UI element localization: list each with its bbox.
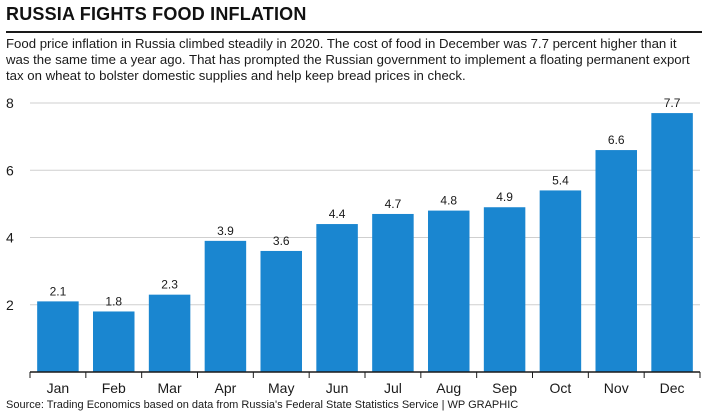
x-tick-label: Oct (550, 380, 572, 396)
y-tick-label: 6 (6, 162, 14, 178)
data-label: 4.8 (440, 194, 457, 208)
x-tick-label: Dec (660, 380, 685, 396)
x-tick-label: May (268, 380, 294, 396)
bar (372, 213, 414, 372)
x-tick-label: Mar (158, 380, 182, 396)
data-label: 1.8 (105, 294, 122, 308)
data-label: 4.7 (385, 197, 402, 211)
x-tick-label: Aug (436, 380, 461, 396)
x-tick-label: Jun (326, 380, 349, 396)
bar (428, 210, 470, 372)
title-rule (6, 31, 702, 33)
chart-title: RUSSIA FIGHTS FOOD INFLATION (6, 4, 307, 24)
source-note: Source: Trading Economics based on data … (6, 399, 519, 411)
x-tick-label: Apr (215, 380, 237, 396)
bar (651, 113, 693, 373)
data-label: 2.1 (50, 284, 67, 298)
x-tick-label: Sep (492, 380, 517, 396)
bar (37, 301, 79, 372)
bar (595, 150, 637, 372)
y-tick-label: 8 (6, 95, 14, 111)
data-label: 4.9 (496, 190, 513, 204)
y-tick-label: 4 (6, 230, 14, 246)
x-tick-label: Feb (102, 380, 126, 396)
data-label: 5.4 (552, 173, 569, 187)
bar (316, 224, 358, 372)
bar (539, 190, 582, 372)
x-tick-label: Jul (384, 380, 402, 396)
data-label: 3.9 (217, 224, 234, 238)
data-label: 2.3 (161, 278, 178, 292)
bar (148, 294, 191, 372)
x-tick-label: Nov (604, 380, 629, 396)
data-label: 4.4 (329, 207, 346, 221)
data-label: 6.6 (608, 133, 625, 147)
chart-subtitle: Food price inflation in Russia climbed s… (6, 36, 690, 83)
data-label: 7.7 (664, 96, 681, 110)
bar (483, 207, 526, 372)
x-tick-label: Jan (47, 380, 70, 396)
y-tick-label: 2 (6, 297, 14, 313)
bar (93, 311, 135, 372)
bar-chart: 2 4 6 8 2.1 Jan 1.8 Feb 2.3 Mar 3.9 Apr 3.6 May 4.4 Jun… (6, 95, 701, 396)
bar (204, 240, 247, 372)
data-label: 3.6 (273, 234, 290, 248)
bar (260, 250, 302, 372)
